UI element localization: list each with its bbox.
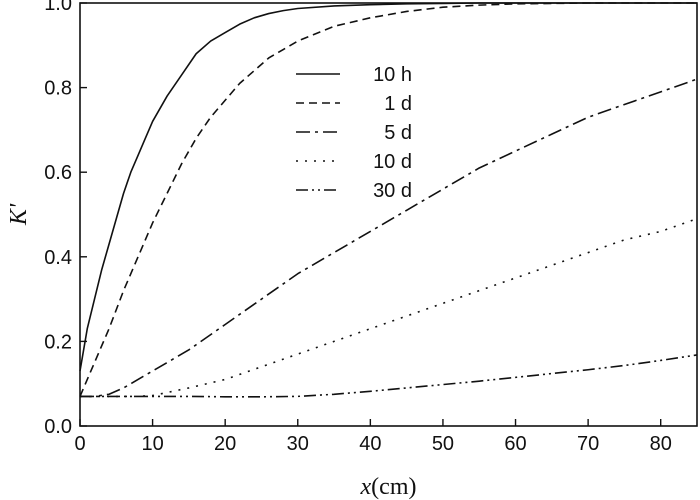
series-line-1-d bbox=[79, 2, 697, 397]
legend-label: 10 h bbox=[373, 64, 412, 86]
x-tick-label: 70 bbox=[577, 433, 599, 455]
y-tick-label: 1.0 bbox=[44, 0, 72, 15]
y-tick-label: 0.2 bbox=[44, 331, 72, 353]
axes-group: 0 10 20 30 40 50 60 70 80 0.0 0.2 0.4 0.6 0.8 1.0 x(cm)… bbox=[6, 0, 698, 500]
x-tick-label: 40 bbox=[359, 433, 381, 455]
legend-item: 30 d bbox=[296, 180, 412, 202]
series-group bbox=[79, 2, 698, 398]
legend-label: 10 d bbox=[373, 151, 412, 173]
legend-item: 1 d bbox=[296, 93, 412, 115]
x-tick-label: 20 bbox=[214, 433, 236, 455]
series-line-10-h bbox=[79, 2, 697, 372]
x-axis-label: x(cm) bbox=[360, 474, 417, 500]
x-axis-label-unit: (cm) bbox=[371, 474, 416, 500]
x-tick-label: 30 bbox=[287, 433, 309, 455]
series-line-5-d bbox=[80, 78, 698, 398]
legend: 10 h 1 d 5 d 10 d 30 d bbox=[296, 64, 412, 202]
y-tick-label: 0.6 bbox=[44, 162, 72, 184]
y-tick-label: 0.0 bbox=[44, 416, 72, 438]
y-axis-label: K' bbox=[6, 203, 32, 226]
x-axis-label-variable: x bbox=[360, 474, 372, 500]
x-tick-label: 60 bbox=[504, 433, 526, 455]
x-tick-label: 0 bbox=[74, 433, 85, 455]
legend-item: 10 h bbox=[296, 64, 412, 86]
series-line-10-d bbox=[80, 217, 698, 398]
legend-item: 5 d bbox=[296, 122, 412, 144]
x-tick-label: 50 bbox=[432, 433, 454, 455]
series-line-30-d bbox=[80, 354, 698, 398]
x-tick-label: 80 bbox=[650, 433, 672, 455]
legend-label: 5 d bbox=[384, 122, 412, 144]
y-tick-label: 0.4 bbox=[44, 247, 72, 269]
legend-item: 10 d bbox=[296, 151, 412, 173]
y-tick-label: 0.8 bbox=[44, 78, 72, 100]
plot-frame bbox=[79, 2, 698, 427]
legend-label: 1 d bbox=[384, 93, 412, 115]
x-tick-label: 10 bbox=[141, 433, 163, 455]
legend-label: 30 d bbox=[373, 180, 412, 202]
